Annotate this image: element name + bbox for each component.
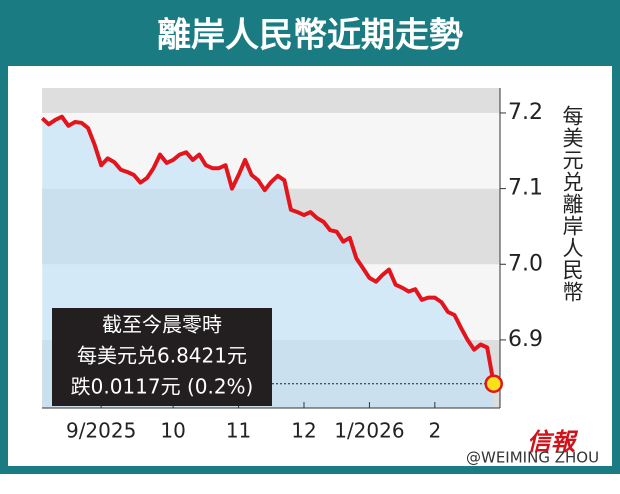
annotation-text: 跌0.0117元 (0.2%) [71,375,254,399]
source: 信報 [527,428,579,456]
credit: @WEIMING ZHOU [466,449,599,467]
y-tick-label: 6.9 [508,327,543,352]
grid-band [42,88,500,113]
x-tick-label: 10 [160,419,185,443]
x-tick-label: 12 [291,419,316,443]
annotation-text: 每美元兑6.8421元 [77,344,247,368]
y-tick-label: 7.1 [508,176,543,201]
annotation-box [52,308,272,406]
y-tick-label: 7.0 [508,251,543,276]
annotation-text: 截至今晨零時 [102,313,222,337]
title-bar [4,4,616,66]
x-tick-label: 9/2025 [66,419,136,443]
y-axis-label: 每美元兑離岸人民幣 [560,105,584,303]
line [40,114,496,385]
x-tick-label: 2 [428,419,441,443]
last-point [484,374,503,393]
x-tick-label: 1/2026 [334,419,404,443]
x-tick-label: 11 [226,419,251,443]
chart-title: 離岸人民幣近期走勢 [157,16,463,56]
y-tick-label: 7.2 [508,100,543,125]
